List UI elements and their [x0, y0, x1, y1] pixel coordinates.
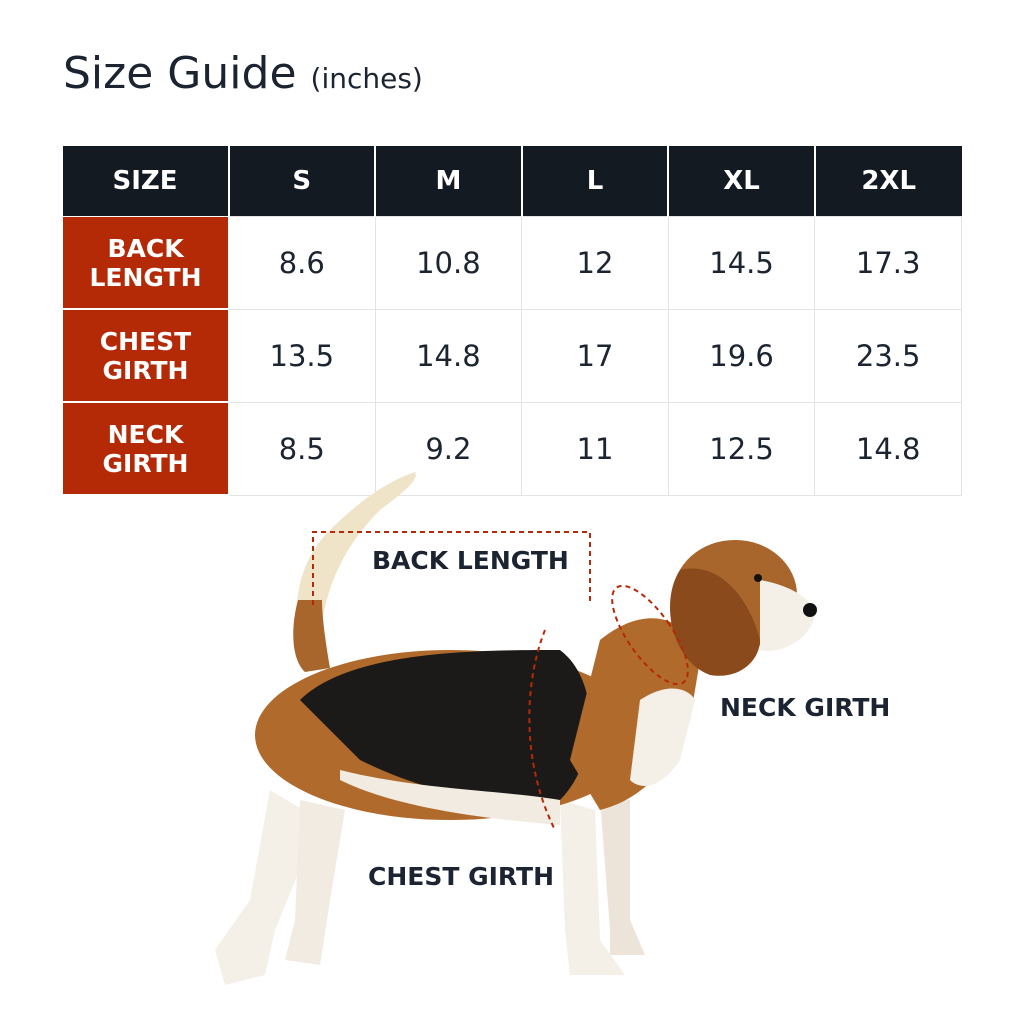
page-title: Size Guide (inches)	[63, 48, 423, 99]
header-row: SIZE S M L XL 2XL	[62, 146, 962, 217]
header-cell: S	[228, 146, 377, 217]
size-table: SIZE S M L XL 2XL BACK LENGTH 8.6 10.8 1…	[62, 146, 962, 496]
header-cell: SIZE	[62, 146, 230, 217]
header-cell: 2XL	[814, 146, 962, 217]
chest-girth-measure	[528, 629, 556, 831]
cell: 17	[521, 308, 669, 403]
back-length-label: BACK LENGTH	[372, 546, 569, 575]
beagle-illustration	[215, 472, 817, 985]
cell: 17.3	[814, 216, 962, 310]
cell: 19.6	[667, 308, 816, 403]
cell: 12.5	[667, 401, 816, 496]
cell: 8.6	[228, 216, 376, 310]
cell: 14.8	[374, 308, 523, 403]
neck-girth-label: NECK GIRTH	[720, 693, 891, 722]
title-text: Size Guide	[63, 48, 297, 99]
chest-girth-label: CHEST GIRTH	[368, 862, 555, 891]
cell: 14.5	[667, 216, 816, 310]
header-cell: L	[521, 146, 670, 217]
cell: 23.5	[814, 308, 962, 403]
table-row: BACK LENGTH 8.6 10.8 12 14.5 17.3	[62, 216, 962, 310]
neck-girth-measure	[611, 584, 689, 686]
cell: 11	[521, 401, 669, 496]
row-label: BACK LENGTH	[62, 216, 229, 310]
cell: 12	[521, 216, 669, 310]
table-row: CHEST GIRTH 13.5 14.8 17 19.6 23.5	[62, 308, 962, 403]
row-label: NECK GIRTH	[62, 401, 229, 496]
cell: 10.8	[374, 216, 523, 310]
unit-label: (inches)	[310, 62, 423, 95]
header-cell: M	[375, 146, 523, 217]
back-length-measure	[312, 531, 591, 605]
cell: 13.5	[228, 308, 376, 403]
row-label: CHEST GIRTH	[62, 308, 229, 403]
cell: 14.8	[814, 401, 962, 496]
header-cell: XL	[668, 146, 816, 217]
